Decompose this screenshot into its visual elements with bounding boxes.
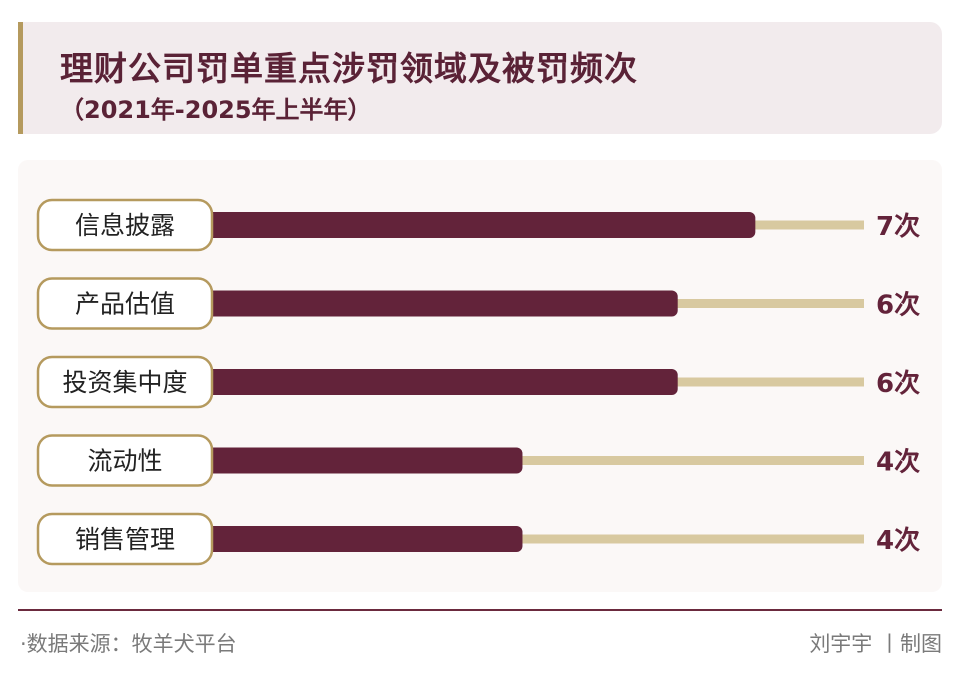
- value-label: 6次: [876, 291, 920, 321]
- bar-row: 信息披露 7次: [36, 198, 920, 252]
- category-label-box: [36, 355, 214, 409]
- chart-title: 理财公司罚单重点涉罚领域及被罚频次: [60, 49, 638, 88]
- bar-row: 流动性 4次: [36, 434, 920, 487]
- value-label: 6次: [876, 369, 920, 399]
- category-label-box: [36, 434, 214, 487]
- bar-row: 产品估值 6次: [36, 277, 920, 330]
- value-label: 4次: [876, 448, 920, 478]
- category-label-box: [36, 277, 214, 330]
- category-label: 信息披露: [75, 211, 175, 240]
- bar-track: [212, 456, 864, 465]
- header-accent-bar: [18, 22, 23, 134]
- category-label: 产品估值: [75, 290, 175, 319]
- chart-header: 理财公司罚单重点涉罚领域及被罚频次 （2021年-2025年上半年）: [18, 22, 942, 134]
- bar: [204, 212, 756, 238]
- category-label-box: [36, 198, 214, 252]
- value-label: 7次: [876, 212, 920, 242]
- category-label-box: [36, 512, 214, 566]
- bar-row: 销售管理 4次: [36, 512, 920, 566]
- bar: [204, 526, 523, 552]
- value-label: 4次: [876, 526, 920, 556]
- bar: [204, 290, 678, 317]
- bar: [204, 369, 678, 395]
- category-label: 流动性: [87, 447, 162, 476]
- data-source-note: ·数据来源：牧羊犬平台: [20, 632, 237, 656]
- bar: [204, 447, 523, 474]
- category-label: 销售管理: [75, 525, 175, 554]
- footer-divider: [18, 609, 942, 611]
- category-label: 投资集中度: [62, 368, 187, 397]
- bar-track: [212, 534, 864, 544]
- chart-subtitle: （2021年-2025年上半年）: [60, 96, 372, 124]
- chart-credit: 刘宇宇 丨制图: [809, 632, 942, 656]
- bar-row: 投资集中度 6次: [36, 355, 920, 409]
